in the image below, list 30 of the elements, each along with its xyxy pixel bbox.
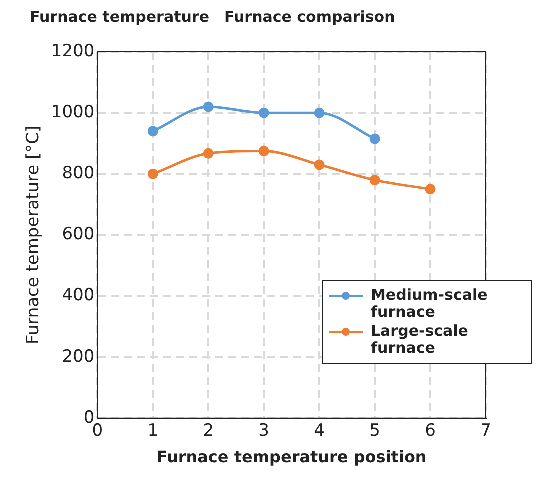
point: [203, 102, 214, 112]
x-axis-title: Furnace temperature position: [156, 448, 427, 467]
y-tick-label: 200: [62, 346, 95, 367]
point: [314, 160, 325, 170]
y-axis-title: Furnace temperature [°C]: [24, 126, 44, 345]
point: [370, 134, 380, 144]
point: [370, 174, 380, 186]
x-tick-label: 1: [148, 421, 159, 442]
x-tick-label: 5: [370, 421, 380, 442]
point: [148, 126, 158, 137]
x-tick-label: 6: [425, 421, 436, 442]
point: [314, 108, 325, 118]
x-tick-label: 4: [314, 421, 325, 442]
point: [258, 146, 270, 156]
y-tick-label: 1200: [51, 41, 95, 62]
point: [425, 184, 436, 195]
chart-title: Furnace temperature Furnace comparison: [30, 8, 396, 27]
point: [258, 108, 270, 118]
x-tick-label: 3: [258, 421, 270, 442]
y-tick-label: 800: [62, 164, 95, 184]
y-tick-label: 0: [84, 408, 95, 428]
y-tick-label: 600: [62, 224, 95, 245]
point: [148, 168, 158, 180]
x-tick-label: 7: [480, 421, 492, 442]
legend-label: Medium-scale furnace: [371, 286, 489, 321]
legend-label: Large-scale furnace: [371, 322, 470, 357]
y-tick-label: 1000: [51, 102, 95, 122]
point: [203, 148, 214, 159]
y-tick-label: 400: [62, 286, 95, 306]
x-tick-label: 2: [203, 421, 214, 442]
